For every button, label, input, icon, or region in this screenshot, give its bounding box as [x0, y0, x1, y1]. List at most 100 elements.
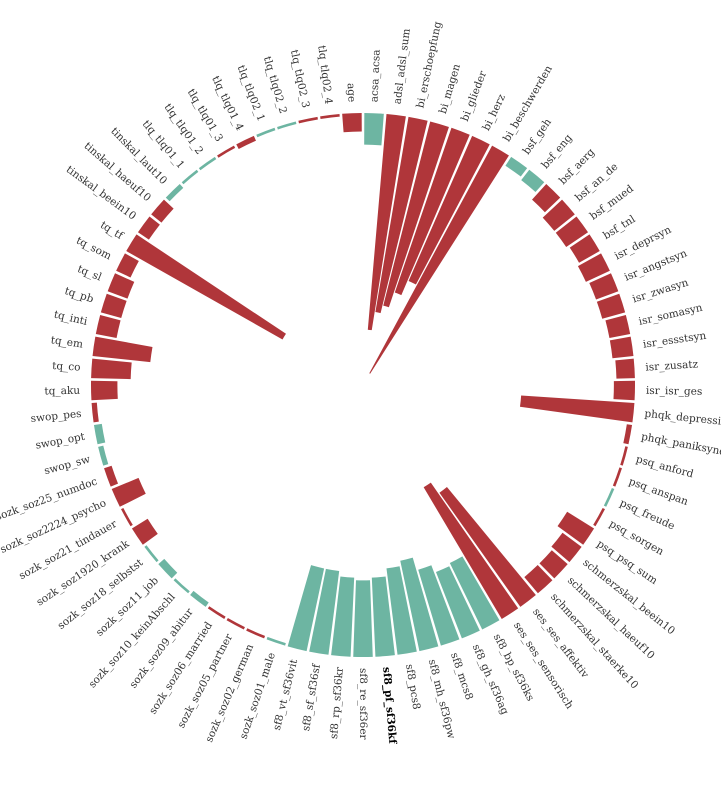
bar-psq-anspan	[612, 467, 622, 487]
label-bsf-tnl: bsf_tnl	[601, 213, 638, 242]
bar-sozk-soz01-male	[266, 636, 286, 646]
bar-schmerzskal-haeuf10	[539, 550, 568, 579]
label-bi-magen: bi_magen	[437, 62, 463, 115]
bar-psq-sorgen	[593, 507, 605, 527]
bar-isr-angstsyn	[589, 273, 619, 300]
bar-sozk-soz21-tindauer	[121, 507, 133, 527]
bar-bi-erschoepfung	[375, 116, 428, 314]
bar-tlq-tlq01-2	[198, 156, 217, 171]
label-isr-somasyn: isr_somasyn	[638, 302, 704, 328]
bar-tq-inti	[95, 314, 121, 338]
label-bi-erschoepfung: bi_erschoepfung	[414, 20, 444, 109]
label-psq-anford: psq_anford	[635, 453, 695, 480]
bar-sf8-rp-sf36kr	[331, 576, 355, 657]
label-sf8-mcs8: sf8_mcs8	[448, 651, 475, 701]
label-age: age	[345, 83, 358, 103]
label-isr-zwasyn: isr_zwasyn	[631, 277, 690, 306]
label-tq-co: tq_co	[52, 360, 81, 374]
bar-sf8-sf-sf36sf	[309, 568, 340, 655]
label-tq-pb: tq_pb	[63, 285, 95, 305]
label-tlq-tlq02-3: tlq_tlq02_3	[288, 49, 312, 109]
bar-acsa-acsa	[364, 113, 384, 146]
bar-tq-em	[92, 336, 153, 363]
bar-phqk-paniksyndrom	[623, 424, 633, 445]
bar-psq-psq-sum	[557, 511, 595, 545]
label-swop-sw: swop_sw	[43, 453, 92, 477]
bar-isr-zwasyn	[596, 293, 626, 319]
bar-bi-herz	[408, 135, 490, 285]
bar-tq-co	[91, 358, 132, 380]
label-sf8-sf-sf36sf: sf8_sf_sf36sf	[300, 662, 323, 732]
label-tq-som: tq_som	[74, 235, 113, 263]
label-acsa-acsa: acsa_acsa	[369, 49, 383, 102]
label-isr-essstsyn: isr_essstsyn	[642, 330, 707, 351]
bar-swop-sw	[98, 445, 109, 466]
bar-sozk-soz09-abitur	[190, 590, 209, 607]
bar-tlq-tlq02-1	[256, 127, 276, 138]
bar-bsf-aerg	[532, 184, 561, 213]
label-sozk-soz21-tindauer: sozk_soz21_tindauer	[17, 517, 120, 582]
bar-ses-ses-sensorisch	[423, 482, 519, 619]
bar-tlq-tlq02-2	[277, 121, 297, 130]
bar-bsf-eng	[521, 169, 545, 193]
label-phqk-depressivitaet: phqk_depressivitaet	[644, 408, 721, 431]
bar-sozk-soz10-keinabschl	[173, 578, 190, 594]
label-swop-pes: swop_pes	[30, 408, 82, 425]
bar-sf8-mh-sf36pw	[400, 557, 439, 652]
bar-isr-essstsyn	[609, 336, 634, 359]
label-tq-em: tq_em	[50, 334, 84, 350]
bar-sf8-vt-sf36vit	[287, 565, 325, 652]
bar-tq-sl	[107, 273, 135, 299]
bar-bi-glieder	[394, 127, 470, 296]
bar-swop-pes	[91, 402, 99, 423]
bar-psq-anford	[620, 446, 628, 466]
bar-tinskal-laut10	[165, 184, 184, 202]
bar-bsf-mued	[555, 216, 589, 248]
label-sf8-pf-sf36kf: sf8_pf_sf36kf	[379, 667, 398, 746]
bar-sozk-soz18-selbstst	[144, 545, 159, 563]
bar-bsf-tnl	[569, 234, 600, 263]
bar-tlq-tlq01-1	[181, 169, 199, 185]
bar-isr-isr-ges	[613, 380, 636, 401]
bar-bi-magen	[383, 121, 449, 308]
label-tq-inti: tq_inti	[53, 309, 89, 328]
bar-sf8-pcs8	[386, 566, 417, 655]
bar-tinskal-haeuf10	[151, 199, 174, 223]
bar-sozk-soz1920-krank	[131, 518, 158, 545]
label-bi-glieder: bi_glieder	[459, 68, 490, 123]
bar-sf8-mcs8	[418, 565, 460, 646]
bar-tlq-tlq02-4	[320, 114, 340, 120]
label-isr-isr-ges: isr_isr_ges	[646, 385, 703, 398]
bar-schmerzskal-beein10	[551, 532, 582, 563]
bar-sf8-re-sf36er	[353, 580, 373, 657]
bar-swop-opt	[93, 423, 106, 445]
label-isr-zusatz: isr_zusatz	[645, 358, 699, 373]
bar-sozk-soz05-partner	[226, 618, 245, 630]
bar-bsf-an-de	[542, 199, 575, 231]
bar-tlq-tlq02-3	[298, 116, 318, 124]
bar-adsl-adsl-sum	[367, 114, 406, 331]
bar-sf8-gh-sf36ag	[435, 566, 480, 639]
label-tlq-tlq02-2: tlq_tlq02_2	[261, 55, 289, 115]
label-tinskal-haeuf10: tinskal_haeuf10	[82, 140, 154, 204]
label-tq-tf: tq_tf	[98, 219, 126, 243]
label-tlq-tlq02-4: tlq_tlq02_4	[315, 45, 334, 105]
label-sf8-vt-sf36vit: sf8_vt_sf36vit	[271, 657, 300, 731]
bar-age	[342, 113, 362, 133]
bar-sozk-soz11-job	[158, 558, 178, 579]
bar-tq-som	[116, 253, 139, 278]
label-tq-aku: tq_aku	[44, 385, 80, 398]
bar-phqk-depressivitaet	[519, 395, 635, 423]
bar-bsf-geh	[505, 156, 528, 177]
bar-sozk-soz02-german	[246, 628, 266, 639]
label-sf8-rp-sf36kr: sf8_rp_sf36kr	[328, 666, 346, 740]
label-sf8-mh-sf36pw: sf8_mh_sf36pw	[426, 658, 457, 740]
bar-tinskal-beein10	[137, 216, 160, 240]
bar-isr-somasyn	[605, 314, 631, 338]
bar-tlq-tlq01-4	[236, 135, 256, 149]
bar-tq-tf	[126, 234, 286, 340]
bar-isr-deprsyn	[577, 253, 610, 282]
bar-tq-aku	[90, 380, 118, 401]
